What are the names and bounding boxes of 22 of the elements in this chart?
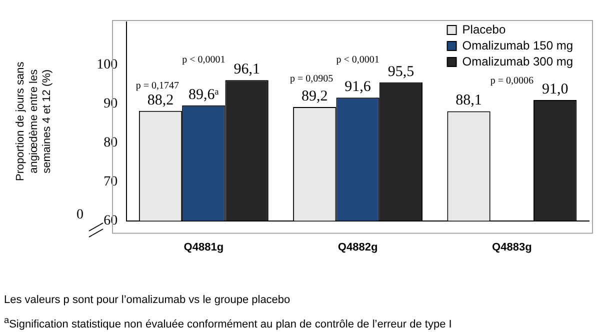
legend-label: Omalizumab 300 mg [462, 54, 574, 68]
annotation: p = 0,0006 [490, 76, 534, 87]
annotation: p < 0,0001 [336, 54, 380, 66]
annotation: p = 0,0905 [290, 74, 334, 85]
data-label: 96,1 [234, 62, 260, 78]
x-tick-label: Q4882g [338, 241, 378, 254]
x-tick-label: Q4883g [492, 241, 532, 254]
data-label: 91,6 [344, 79, 372, 96]
x-tick-label: Q4881g [184, 241, 224, 254]
text: 0 [76, 207, 84, 222]
legend-label: Omalizumab 150 mg [462, 38, 574, 52]
text: $^{a}$Signification statistique non évaluée conformément au plan de contrôle de l’erreur de type I [4, 314, 452, 332]
data-label: 88,2 [147, 92, 174, 108]
data-label: 91,0 [542, 81, 568, 98]
text: Les valeurs p sont pour l’omalizumab vs le groupe placebo [4, 293, 292, 308]
data-label: 95,5 [388, 64, 414, 80]
legend-label: Placebo [462, 22, 506, 36]
annotation: p = 0,1747 [136, 80, 179, 92]
y-axis-title: Proportion de jours sans angiœdème entre les semaines 4 et 12 (%) [14, 61, 54, 182]
annotation: p < 0,0001 [182, 54, 226, 66]
data-label: 88,1 [456, 92, 482, 109]
data-label: 89,2 [302, 88, 328, 104]
